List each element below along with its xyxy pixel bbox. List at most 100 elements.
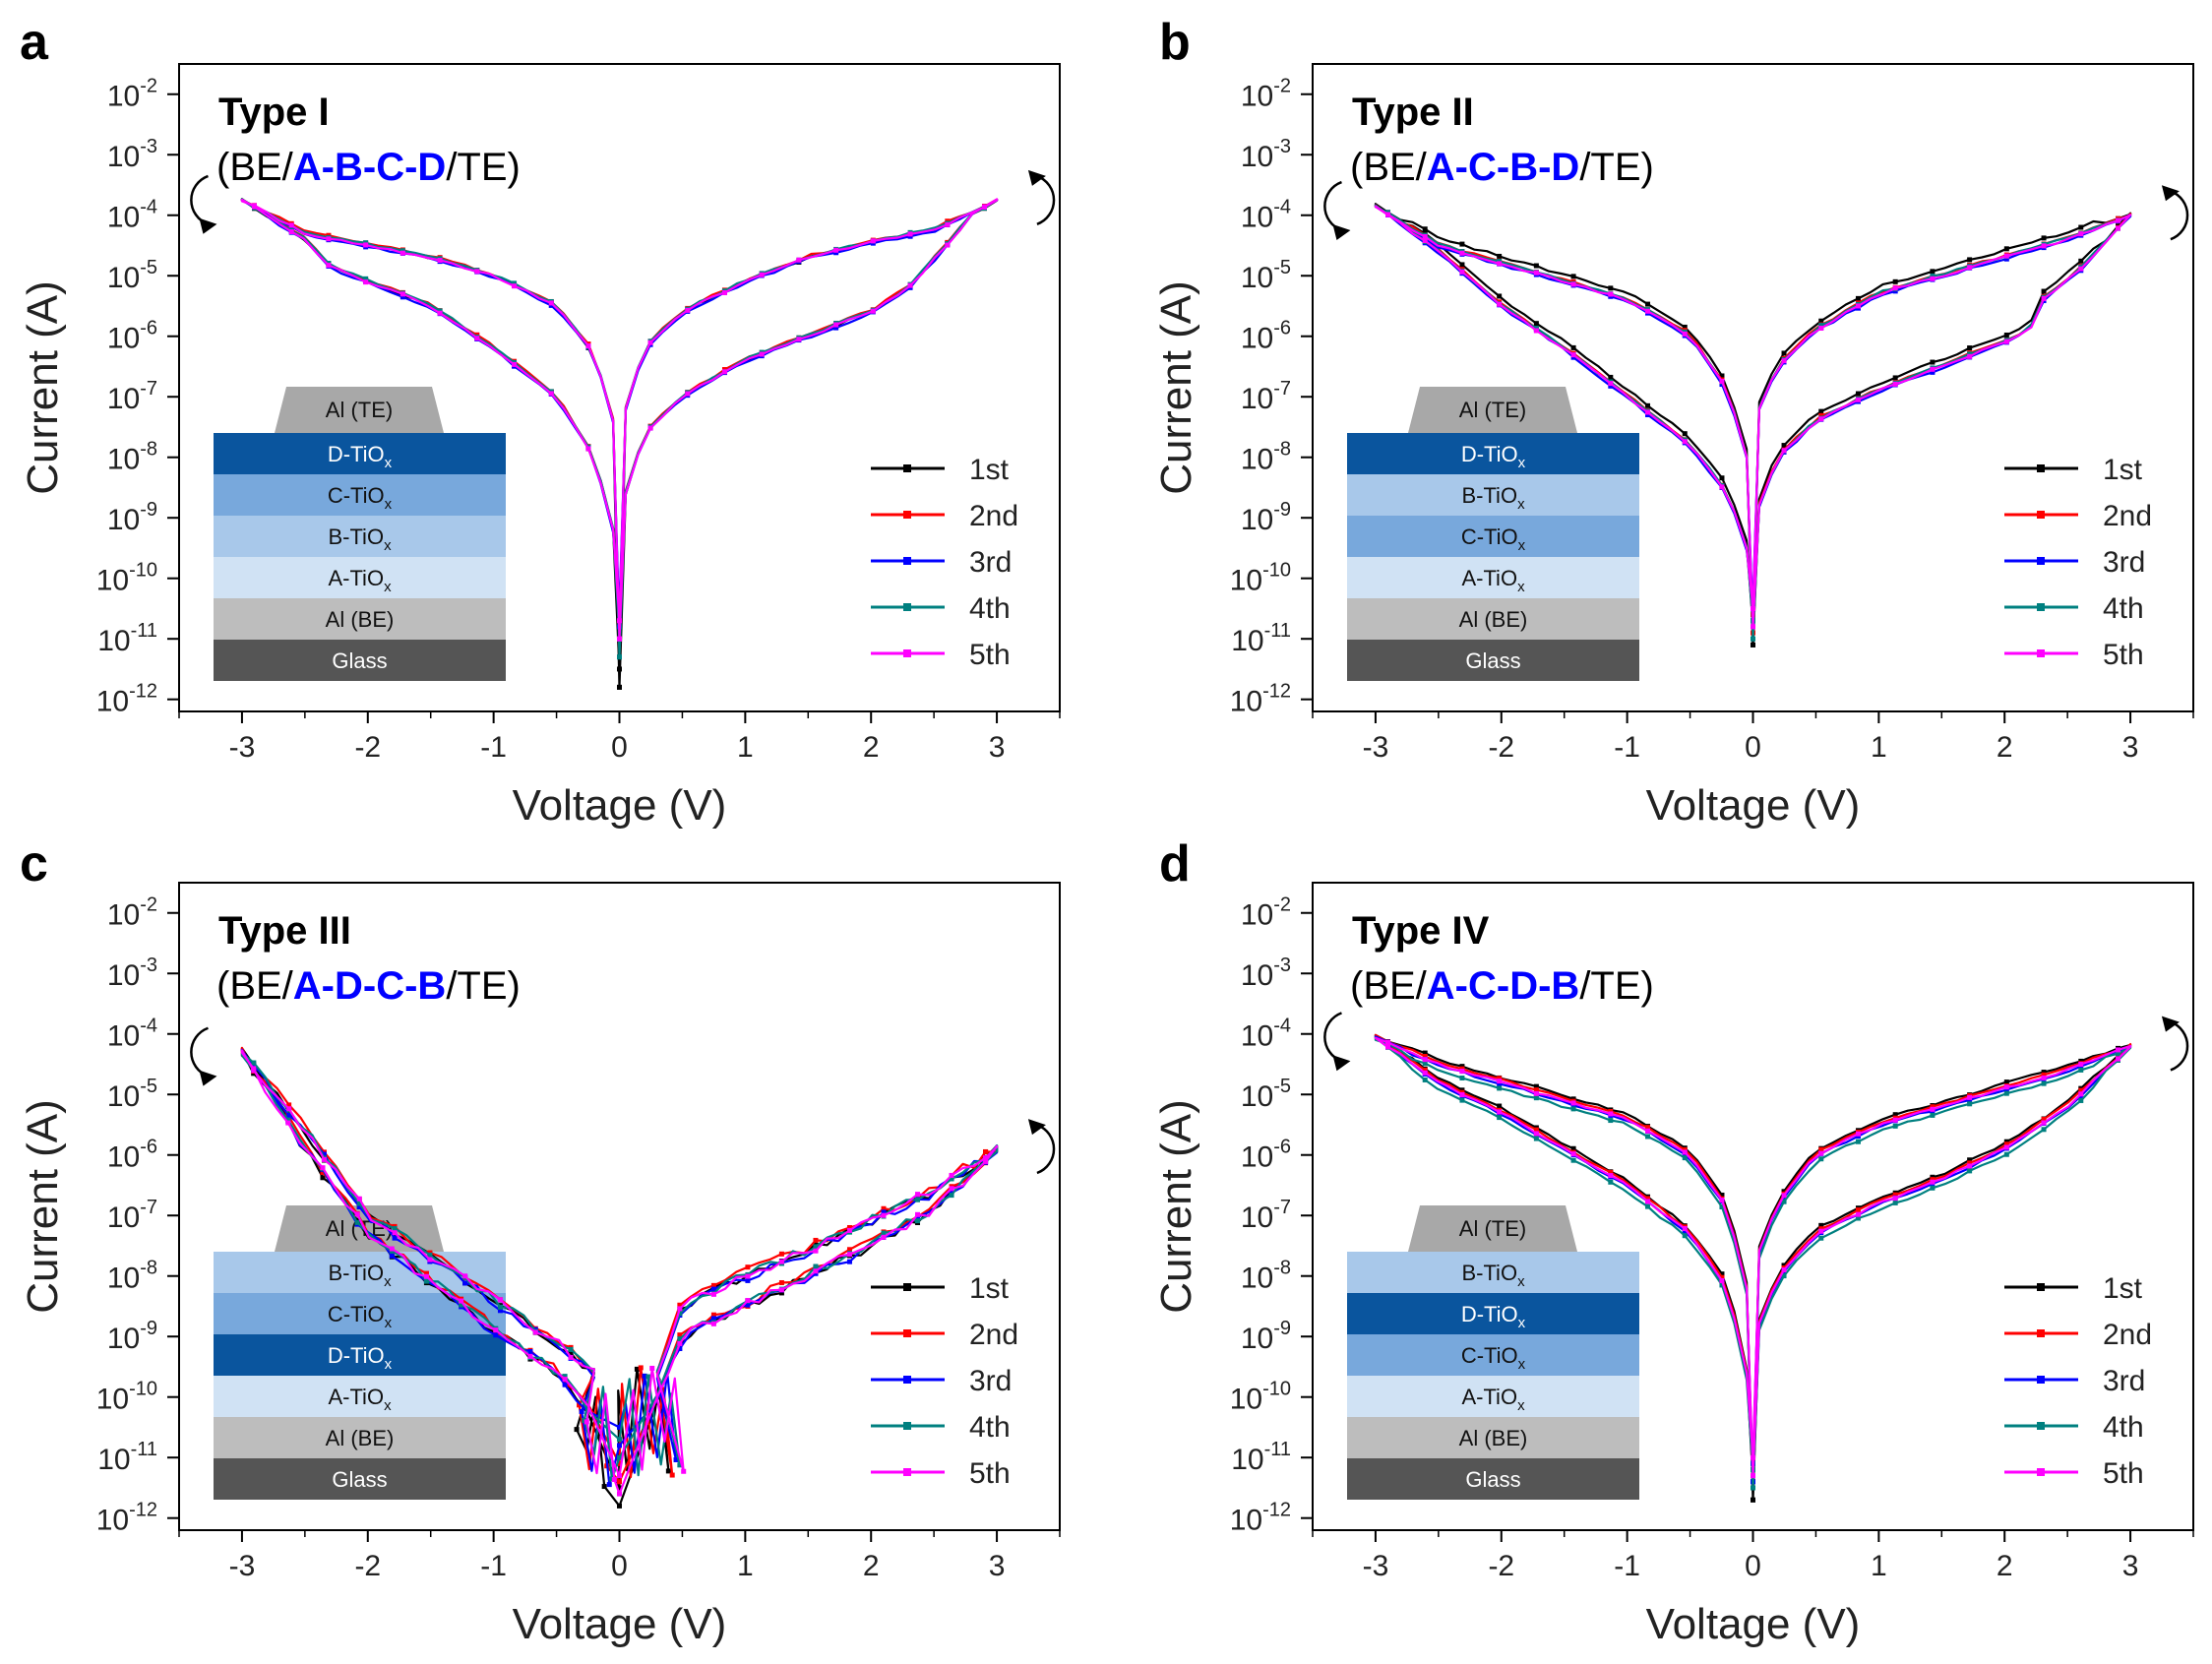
legend-label: 4th [969,1411,1011,1444]
data-point [354,1211,360,1217]
data-point [1719,1192,1725,1198]
data-point [1719,1282,1725,1288]
data-point [493,1327,499,1333]
data-point [949,1172,954,1178]
data-point [778,1259,784,1264]
data-point [2078,258,2084,264]
data-point [1892,381,1898,387]
data-point [617,1473,622,1479]
data-point [1719,378,1725,384]
data-point [2078,1067,2084,1073]
x-tick-label: 1 [737,1550,754,1582]
layer-label: D-TiOx [1461,1302,1526,1331]
data-point [2115,1047,2120,1053]
data-point [685,307,691,313]
data-point [1497,293,1503,299]
legend-label: 2nd [969,500,1018,532]
data-point [1818,1222,1824,1228]
layer-d-tiox [1347,1293,1639,1334]
data-point [677,1311,683,1317]
data-point [399,294,405,300]
data-point [399,291,405,297]
data-point [320,1165,326,1171]
x-tick-label: 2 [863,731,880,764]
data-point [813,1241,819,1247]
data-point [462,1273,468,1279]
panel-title: Type I [218,91,330,134]
legend-swatch-marker [2037,1468,2045,1476]
data-point [617,1424,622,1430]
y-tick-label: 10-7 [107,378,157,415]
data-point [1930,1185,1936,1191]
x-tick-label: 3 [2122,1550,2139,1582]
data-point [1682,1149,1688,1155]
data-point [617,1443,622,1448]
layer-glass [214,1458,506,1500]
data-point [427,1252,433,1258]
data-point [1497,1085,1503,1091]
data-point [1719,1271,1725,1277]
data-point [288,222,294,228]
layer-label: A-TiOx [328,1385,392,1414]
data-point [579,1408,584,1414]
layer-glass [214,640,506,681]
data-point [1533,1090,1539,1096]
arrow-head [1027,1119,1046,1136]
layer-al-be- [214,1417,506,1458]
data-point [1570,344,1576,350]
panel-letter: d [1159,835,1191,893]
data-point [1645,301,1651,307]
data-point [1608,374,1614,380]
data-point [437,310,443,316]
y-tick-label: 10-5 [1241,1076,1291,1113]
x-tick-label: -3 [229,731,256,764]
legend-label: 4th [2103,1411,2144,1444]
data-point [1682,431,1688,437]
y-tick-label: 10-2 [107,76,157,113]
data-point [617,618,622,624]
data-point [2041,288,2047,294]
data-point [1422,233,1428,239]
legend-swatch-marker [903,1329,911,1337]
data-point [548,300,554,306]
data-point [251,1060,257,1066]
data-point [1497,1080,1503,1086]
data-point [1459,1069,1465,1075]
layer-label: C-TiOx [328,483,393,513]
data-point [1967,1163,1973,1169]
data-point [617,1503,622,1509]
y-tick-label: 10-8 [1241,1258,1291,1295]
data-point [638,1365,644,1371]
data-point [1751,1485,1755,1491]
data-point [1608,285,1614,291]
data-point [617,666,622,672]
data-point [1533,1095,1539,1101]
panel-title: Type II [1352,91,1474,134]
data-point [1645,409,1651,415]
data-point [1422,238,1428,244]
x-tick-label: -1 [480,731,507,764]
sweep-arrow [1036,1123,1056,1175]
y-tick-label: 10-10 [1230,560,1291,597]
data-point [647,425,653,431]
layer-label: Glass [332,648,387,673]
layer-label: B-TiOx [328,1261,392,1290]
legend-label: 2nd [2103,500,2152,532]
data-point [389,1246,395,1252]
data-point [574,1427,580,1433]
data-point [356,1201,362,1206]
panel-c: c -3 -2 -1 0 1 2 3 10-12 10-11 10-10 10-9 10-8 10-7 10… [19,835,1061,1648]
data-point [677,1306,683,1312]
data-point [326,236,332,242]
data-point [983,1148,989,1154]
y-tick-label: 10-10 [96,1379,157,1416]
x-tick-label: 3 [989,1550,1006,1582]
data-point [1459,1097,1465,1103]
y-tick-label: 10-4 [107,197,157,234]
data-point [399,250,405,256]
data-point [2078,1091,2084,1097]
data-point [2003,339,2009,344]
layer-al-te [275,387,444,433]
data-point [617,1460,622,1466]
data-point [846,1225,852,1231]
